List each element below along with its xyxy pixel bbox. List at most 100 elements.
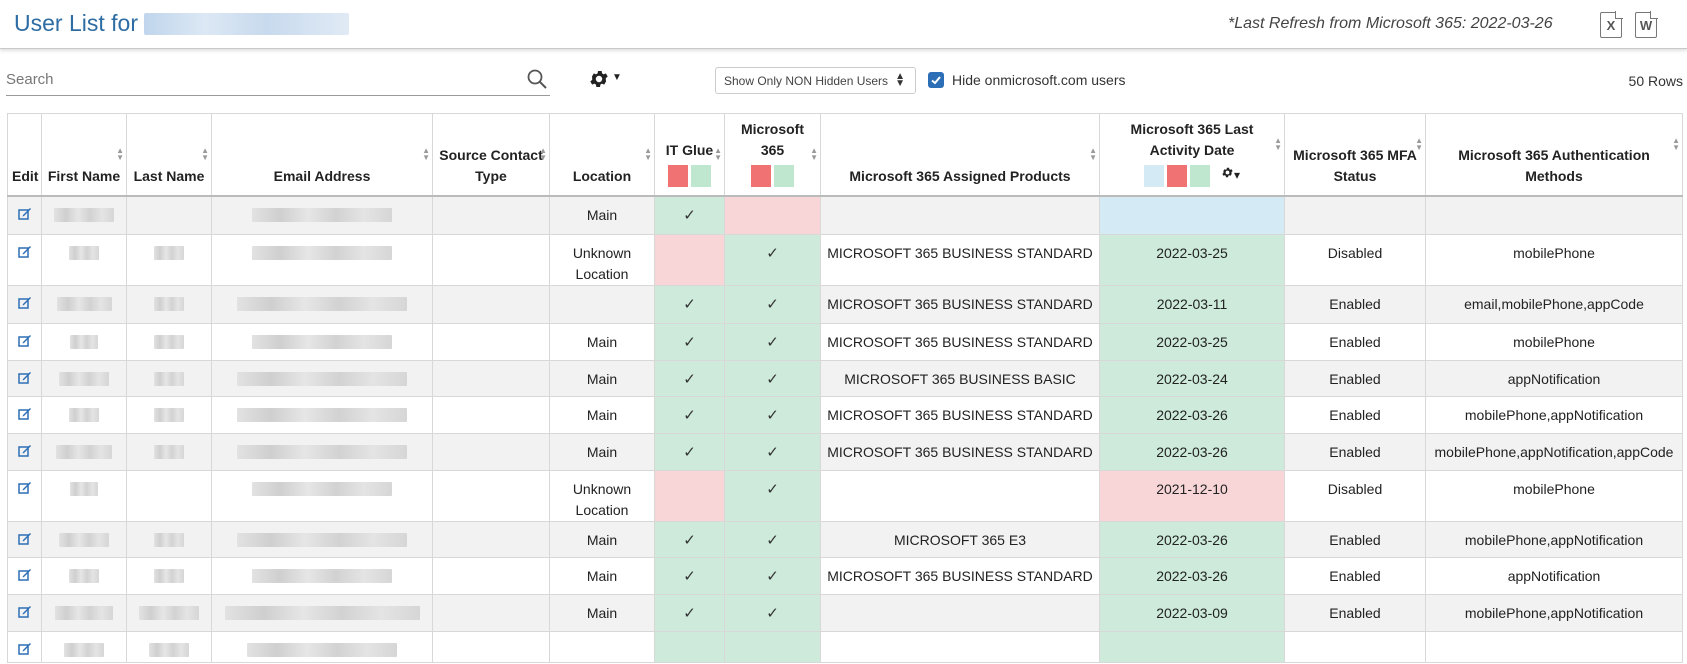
edit-icon[interactable] (17, 370, 32, 391)
email-cell (211, 470, 433, 522)
edit-icon[interactable] (17, 333, 32, 354)
first-name-cell (41, 594, 127, 632)
edit-icon[interactable] (17, 295, 32, 316)
edit-cell (7, 594, 42, 632)
last-name-cell (126, 433, 212, 471)
sort-icon[interactable]: ▲ ▼ (116, 146, 124, 162)
auth-methods-cell: mobilePhone (1425, 234, 1683, 286)
activity-color-filters: ▾ (1104, 164, 1280, 187)
hide-onmicrosoft-toggle[interactable]: Hide onmicrosoft.com users (928, 72, 1126, 88)
table-row[interactable]: Main ✓ ✓ 2022-03-09 Enabled mobilePhone,appNo… (7, 594, 1683, 632)
gear-icon[interactable]: ▾ (1221, 165, 1240, 186)
edit-icon[interactable] (17, 443, 32, 464)
column-header-auth-methods[interactable]: Microsoft 365 Authentication Methods ▲ ▼ (1425, 113, 1683, 196)
it-glue-color-filters (659, 164, 720, 187)
excel-file-icon[interactable]: X (1600, 11, 1623, 38)
sort-icon[interactable]: ▲ ▼ (201, 146, 209, 162)
source-contact-type-cell (432, 234, 550, 286)
sort-icon[interactable]: ▲ ▼ (422, 146, 430, 162)
table-row[interactable]: Main ✓ (7, 195, 1683, 235)
table-row[interactable]: Unknown Location ✓ MICROSOFT 365 BUSINESS … (7, 234, 1683, 286)
assigned-products-cell (820, 631, 1100, 663)
column-header-location[interactable]: Location ▲ ▼ (549, 113, 655, 196)
column-header-assigned-products[interactable]: Microsoft 365 Assigned Products ▲ ▼ (820, 113, 1100, 196)
table-row[interactable]: ✓ ✓ MICROSOFT 365 BUSINESS STANDARD 2022-03… (7, 285, 1683, 324)
m365-check-text: ✓ (766, 568, 779, 585)
green-filter-swatch[interactable] (691, 164, 711, 187)
edit-icon[interactable] (17, 206, 32, 227)
it-glue-check-text: ✓ (683, 334, 696, 351)
table-row[interactable] (7, 631, 1683, 663)
location-cell (549, 285, 655, 324)
search-box (6, 66, 550, 96)
page-title: User List for (14, 10, 349, 37)
sort-icon[interactable]: ▲ ▼ (539, 146, 547, 162)
redacted-text (70, 335, 98, 349)
column-header-it-glue[interactable]: IT Glue ▲ ▼ (654, 113, 725, 196)
red-filter-swatch[interactable] (751, 164, 771, 187)
table-row[interactable]: Unknown Location ✓ 2021-12-10 Disabled mobil… (7, 470, 1683, 522)
mfa-status-cell: Enabled (1284, 594, 1426, 632)
auth-methods-cell: appNotification (1425, 360, 1683, 397)
green-filter-swatch[interactable] (774, 164, 794, 187)
sort-icon[interactable]: ▲ ▼ (1274, 136, 1282, 152)
red-filter-swatch[interactable] (1166, 164, 1187, 187)
table-row[interactable]: Main ✓ ✓ MICROSOFT 365 E3 2022-03-26 Enabled m… (7, 521, 1683, 558)
table-row[interactable]: Main ✓ ✓ MICROSOFT 365 BUSINESS STANDARD 202… (7, 433, 1683, 471)
blue-filter-swatch[interactable] (1143, 164, 1164, 187)
source-contact-type-cell (432, 594, 550, 632)
redacted-text (154, 246, 184, 260)
column-header-last-name[interactable]: Last Name ▲ ▼ (126, 113, 212, 196)
edit-icon[interactable] (17, 604, 32, 625)
email-cell (211, 631, 433, 663)
edit-icon[interactable] (17, 244, 32, 265)
edit-icon[interactable] (17, 406, 32, 427)
column-header-microsoft-365[interactable]: Microsoft 365 ▲ ▼ (724, 113, 821, 196)
it-glue-cell: ✓ (654, 433, 725, 471)
location-cell: Main (549, 521, 655, 558)
source-contact-type-cell (432, 470, 550, 522)
edit-icon[interactable] (17, 567, 32, 588)
sort-icon[interactable]: ▲ ▼ (714, 146, 722, 162)
green-filter-swatch[interactable] (1189, 164, 1210, 187)
last-refresh-text: *Last Refresh from Microsoft 365: 2022-0… (1228, 15, 1553, 32)
edit-icon[interactable] (17, 480, 32, 501)
source-contact-type-cell (432, 396, 550, 434)
table-row[interactable]: Main ✓ ✓ MICROSOFT 365 BUSINESS BASIC 2022-0… (7, 360, 1683, 397)
m365-check-text: ✓ (766, 371, 779, 388)
sort-icon[interactable]: ▲ ▼ (1089, 146, 1097, 162)
auth-methods-cell: mobilePhone,appNotification (1425, 396, 1683, 434)
user-filter-select[interactable]: Show Only NON Hidden Users ▲ ▼ (715, 67, 916, 94)
edit-icon[interactable] (17, 531, 32, 552)
search-input[interactable] (6, 66, 506, 92)
search-icon[interactable] (526, 68, 548, 95)
assigned-products-cell: MICROSOFT 365 BUSINESS STANDARD (820, 557, 1100, 595)
settings-dropdown-button[interactable]: ▼ (588, 68, 622, 95)
redacted-text (70, 482, 98, 496)
column-header-last-activity-date[interactable]: Microsoft 365 Last Activity Date ▾ ▲ ▼ (1099, 113, 1285, 196)
edit-icon[interactable] (17, 641, 32, 662)
microsoft-365-cell: ✓ (724, 594, 821, 632)
table-row[interactable]: Main ✓ ✓ MICROSOFT 365 BUSINESS STANDARD 202… (7, 557, 1683, 595)
table-row[interactable]: Main ✓ ✓ MICROSOFT 365 BUSINESS STANDARD 202… (7, 396, 1683, 434)
mfa-status-cell: Enabled (1284, 323, 1426, 361)
redacted-text (154, 372, 184, 386)
edit-cell (7, 323, 42, 361)
red-filter-swatch[interactable] (668, 164, 688, 187)
column-header-email[interactable]: Email Address ▲ ▼ (211, 113, 433, 196)
sort-icon[interactable]: ▲ ▼ (644, 146, 652, 162)
column-header-first-name[interactable]: First Name ▲ ▼ (41, 113, 127, 196)
sort-icon[interactable]: ▲ ▼ (1415, 136, 1423, 152)
column-header-source-contact-type[interactable]: Source Contact Type ▲ ▼ (432, 113, 550, 196)
sort-icon[interactable]: ▲ ▼ (1672, 136, 1680, 152)
hide-onmicrosoft-checkbox[interactable] (928, 72, 944, 88)
table-row[interactable]: Main ✓ ✓ MICROSOFT 365 BUSINESS STANDARD 202… (7, 323, 1683, 361)
column-header-mfa-status[interactable]: Microsoft 365 MFA Status ▲ ▼ (1284, 113, 1426, 196)
it-glue-cell: ✓ (654, 323, 725, 361)
redacted-text (237, 408, 407, 422)
redacted-text (237, 533, 407, 547)
user-table: Edit First Name ▲ ▼ Last Name ▲ ▼ Email Addr… (7, 113, 1683, 663)
word-file-icon[interactable]: W (1635, 11, 1658, 38)
page-header: User List for *Last Refresh from Microso… (0, 0, 1687, 49)
sort-icon[interactable]: ▲ ▼ (810, 146, 818, 162)
